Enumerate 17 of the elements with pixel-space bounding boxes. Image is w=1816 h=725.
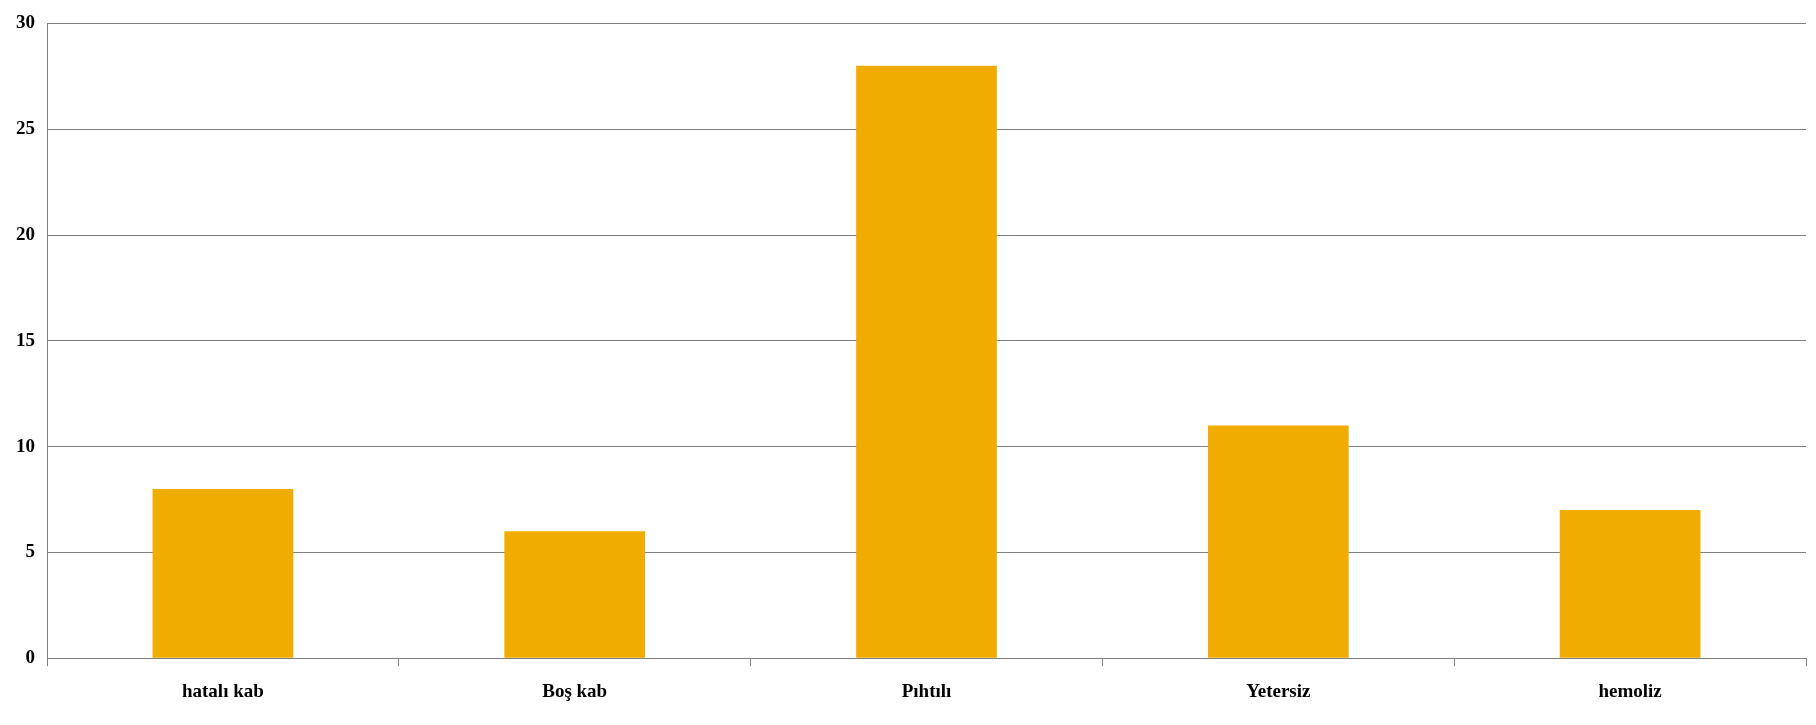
bar (1559, 510, 1701, 658)
y-tick-label: 10 (16, 434, 35, 456)
bar (152, 488, 294, 658)
bar (504, 531, 646, 658)
x-tick-label: Pıhtılı (901, 679, 952, 701)
y-tick-label: 0 (25, 646, 35, 668)
y-tick-label: 25 (16, 117, 35, 139)
x-tick-label: Boş kab (542, 679, 608, 701)
x-tick-label: hatalı kab (181, 679, 264, 701)
y-tick-label: 5 (25, 540, 35, 562)
bar (1207, 425, 1349, 658)
y-tick-label: 30 (16, 11, 35, 33)
y-tick-label: 20 (16, 222, 35, 244)
x-tick-label: hemoliz (1598, 679, 1663, 701)
x-tick-label: Yetersiz (1246, 679, 1312, 701)
bar (856, 65, 997, 658)
y-tick-label: 15 (16, 328, 35, 350)
